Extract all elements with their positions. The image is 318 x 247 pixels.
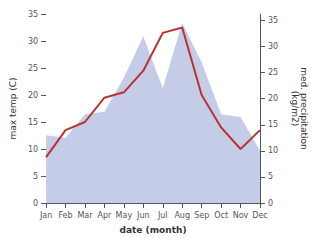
svg-text:25: 25 — [268, 68, 278, 77]
svg-text:30: 30 — [28, 37, 38, 46]
svg-text:Nov: Nov — [233, 211, 249, 220]
svg-text:10: 10 — [268, 146, 278, 155]
svg-text:max temp (C): max temp (C) — [8, 77, 18, 139]
svg-text:15: 15 — [28, 118, 38, 127]
svg-text:date (month): date (month) — [120, 225, 187, 235]
svg-text:0: 0 — [33, 199, 38, 208]
svg-text:35: 35 — [28, 10, 38, 19]
svg-text:Apr: Apr — [97, 211, 112, 220]
svg-text:5: 5 — [33, 172, 38, 181]
svg-text:0: 0 — [268, 199, 273, 208]
svg-text:(kg/m2): (kg/m2) — [290, 91, 300, 126]
svg-text:Sep: Sep — [194, 211, 209, 220]
svg-text:20: 20 — [268, 94, 278, 103]
svg-text:Feb: Feb — [58, 211, 72, 220]
svg-text:20: 20 — [28, 91, 38, 100]
svg-text:Mar: Mar — [77, 211, 93, 220]
svg-text:Dec: Dec — [252, 211, 267, 220]
svg-text:Jan: Jan — [39, 211, 52, 220]
svg-text:Jul: Jul — [157, 211, 168, 220]
svg-text:med. precipitation: med. precipitation — [298, 67, 309, 150]
svg-text:Aug: Aug — [174, 211, 190, 220]
svg-text:5: 5 — [268, 172, 273, 181]
svg-text:25: 25 — [28, 64, 38, 73]
svg-text:35: 35 — [268, 16, 278, 25]
svg-text:Jun: Jun — [136, 211, 150, 220]
svg-text:10: 10 — [28, 145, 38, 154]
svg-text:Oct: Oct — [214, 211, 228, 220]
svg-text:May: May — [116, 211, 133, 220]
svg-text:30: 30 — [268, 42, 278, 51]
svg-text:15: 15 — [268, 120, 278, 129]
